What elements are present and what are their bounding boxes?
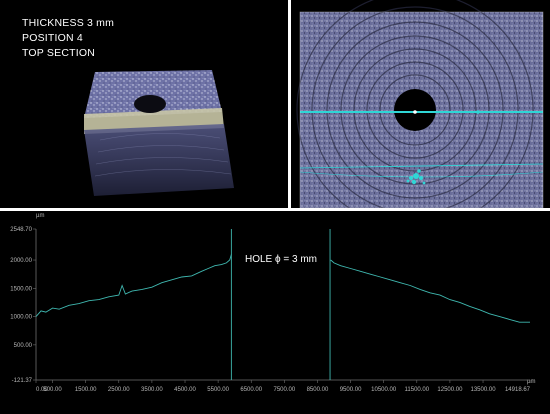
y-tick-label: 500.00 [14,343,33,349]
x-tick-label: 9500.00 [340,387,362,393]
y-axis: 2548.70 2000.00 1500.00 1000.00 500.00 -121.3… [10,227,36,384]
hole [134,95,166,113]
x-tick-label: 3500.00 [141,387,163,393]
profile-center-marker [413,110,417,114]
x-tick-label: 2500.00 [108,387,130,393]
hole-topview[interactable] [291,0,550,208]
x-tick-label: 6500.00 [240,387,262,393]
x-tick-label: 7500.00 [273,387,295,393]
y-tick-label: 1000.00 [10,315,32,321]
hole-annotation: HOLE ϕ = 3 mm [245,254,317,265]
profile-chart[interactable]: µm µm 2548.702000.001500.001000.00500.00… [0,211,550,414]
surface-3d-panel: THICKNESS 3 mm POSITION 4 TOP SECTION [0,0,288,208]
x-tick-label: 10500.00 [371,387,397,393]
profile-chart-panel: µm µm 2548.70 2000.00 1500.00 1000.00 500.00… [0,211,550,414]
x-tick-label: 500.00 [43,387,62,393]
x-tick-label: 14918.67 [505,387,531,393]
surface-3d-view[interactable] [0,0,288,208]
y-unit-label: µm [36,213,44,219]
x-tick-label: 8500.00 [307,387,329,393]
hole [394,89,436,131]
x-tick-label: 12500.00 [437,387,463,393]
hole-edges [231,229,330,380]
hole-topview-panel [291,0,550,208]
x-tick-label: 11500.00 [405,387,430,393]
x-tick-label: 1500.00 [75,387,97,393]
profile-series-line [36,254,231,316]
profile-marker [476,110,480,114]
y-tick-label: -121.37 [12,378,33,384]
y-tick-label: 1500.00 [10,286,32,292]
x-tick-label: 13500.00 [471,387,497,393]
profile-series-line [331,260,530,322]
y-tick-label: 2000.00 [10,258,32,264]
y-tick-label: 2548.70 [10,227,32,233]
x-tick-label: 5500.00 [207,387,229,393]
x-tick-label: 4500.00 [174,387,196,393]
